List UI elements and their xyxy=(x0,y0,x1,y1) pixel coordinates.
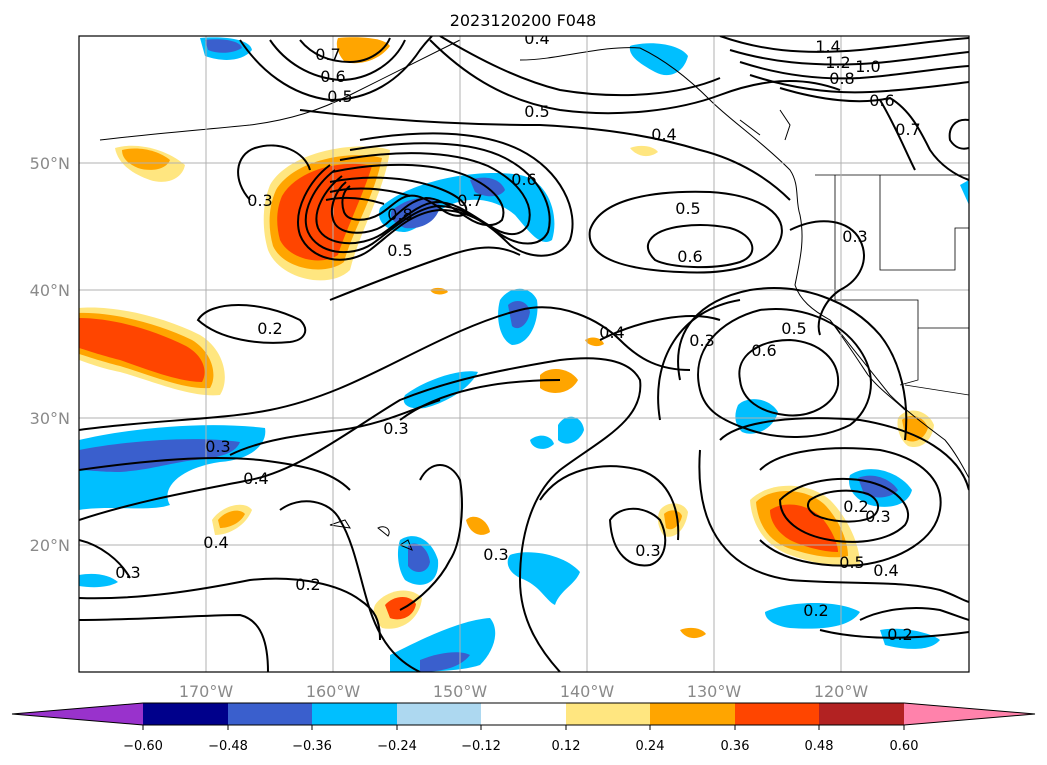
colorbar-ticks xyxy=(142,725,905,730)
contour-label: 0.6 xyxy=(677,247,702,266)
colorbar-tick-label: 0.36 xyxy=(721,739,750,754)
contour-label: 0.5 xyxy=(839,553,864,572)
contour-label: 0.4 xyxy=(873,561,898,580)
contour-label: 0.5 xyxy=(675,199,700,218)
lon-label: 130°W xyxy=(687,682,742,701)
contour-label: 0.3 xyxy=(483,545,508,564)
longitude-labels: 170°W 160°W 150°W 140°W 130°W 120°W xyxy=(179,682,869,701)
contour-label: 0.6 xyxy=(869,91,894,110)
colorbar-segment xyxy=(650,703,735,725)
colorbar-segment xyxy=(566,703,650,725)
contour-label: 1.4 xyxy=(815,37,840,56)
colorbar-segment xyxy=(143,703,228,725)
map-panel: 0.4 1.4 1.2 1.0 0.8 0.6 0.7 0.7 0.6 0.5 … xyxy=(79,29,969,672)
colorbar-segment xyxy=(735,703,819,725)
contour-label: 0.6 xyxy=(751,341,776,360)
colorbar-tick-label: 0.12 xyxy=(552,739,581,754)
colorbar-tick-label: −0.12 xyxy=(461,739,501,754)
contour-label: 0.3 xyxy=(842,227,867,246)
colorbar-extend-high xyxy=(904,703,1035,725)
contour-label: 0.7 xyxy=(895,120,920,139)
colorbar-tick-label: 0.48 xyxy=(805,739,834,754)
lat-label: 30°N xyxy=(30,409,70,428)
contour-label: 0.3 xyxy=(247,191,272,210)
colorbar-tick-label: −0.48 xyxy=(208,739,248,754)
contour-label: 0.7 xyxy=(457,191,482,210)
colorbar-segment xyxy=(228,703,312,725)
lon-label: 140°W xyxy=(560,682,615,701)
contour-label: 0.6 xyxy=(320,67,345,86)
colorbar-tick-label: −0.60 xyxy=(123,739,163,754)
colorbar: −0.60 −0.48 −0.36 −0.24 −0.12 0.12 0.24 … xyxy=(11,702,1036,754)
colorbar-segment xyxy=(397,703,481,725)
lon-label: 150°W xyxy=(433,682,488,701)
contour-label: 0.3 xyxy=(383,419,408,438)
contour-label: 0.8 xyxy=(829,69,854,88)
contour-label: 0.8 xyxy=(387,205,412,224)
colorbar-tick-label: 0.60 xyxy=(890,739,919,754)
lat-label: 40°N xyxy=(30,281,70,300)
lat-label: 20°N xyxy=(30,536,70,555)
shaded-field xyxy=(79,37,969,672)
colorbar-tick-label: 0.24 xyxy=(636,739,665,754)
contour-label: 0.2 xyxy=(887,625,912,644)
contour-label: 0.4 xyxy=(651,125,676,144)
contour-label: 0.3 xyxy=(115,563,140,582)
contour-label: 0.5 xyxy=(327,87,352,106)
contour-label: 0.3 xyxy=(205,437,230,456)
colorbar-tick-label: −0.24 xyxy=(377,739,417,754)
contour-label: 1.0 xyxy=(855,57,880,76)
contour-label: 0.4 xyxy=(524,29,549,48)
lon-label: 170°W xyxy=(179,682,234,701)
colorbar-extend-low xyxy=(12,703,143,725)
gridlines xyxy=(79,36,969,672)
contour-labels: 0.4 1.4 1.2 1.0 0.8 0.6 0.7 0.7 0.6 0.5 … xyxy=(115,29,920,644)
lon-label: 120°W xyxy=(814,682,869,701)
contour-label: 0.2 xyxy=(295,575,320,594)
contour-label: 0.4 xyxy=(203,533,228,552)
contour-label: 0.7 xyxy=(315,45,340,64)
contour-label: 0.5 xyxy=(781,319,806,338)
contour-label: 0.2 xyxy=(803,601,828,620)
contour-label: 0.5 xyxy=(524,102,549,121)
lat-label: 50°N xyxy=(30,154,70,173)
lon-label: 160°W xyxy=(306,682,361,701)
colorbar-segment xyxy=(312,703,397,725)
figure-title: 2023120200 F048 xyxy=(450,11,597,30)
latitude-labels: 50°N 40°N 30°N 20°N xyxy=(30,154,70,555)
colorbar-segment xyxy=(819,703,904,725)
contour-lines xyxy=(79,36,969,672)
contour-label: 0.5 xyxy=(387,241,412,260)
map-frame xyxy=(78,35,970,673)
contour-label: 0.3 xyxy=(689,331,714,350)
contour-label: 1.2 xyxy=(825,53,850,72)
contour-label: 0.4 xyxy=(599,323,624,342)
contour-label: 0.2 xyxy=(257,319,282,338)
contour-label: 0.4 xyxy=(243,469,268,488)
contour-label: 0.2 xyxy=(843,497,868,516)
contour-label: 0.3 xyxy=(865,507,890,526)
contour-label: 0.3 xyxy=(635,541,660,560)
colorbar-segment xyxy=(481,703,566,725)
contour-label: 0.6 xyxy=(511,170,536,189)
colorbar-tick-label: −0.36 xyxy=(292,739,332,754)
